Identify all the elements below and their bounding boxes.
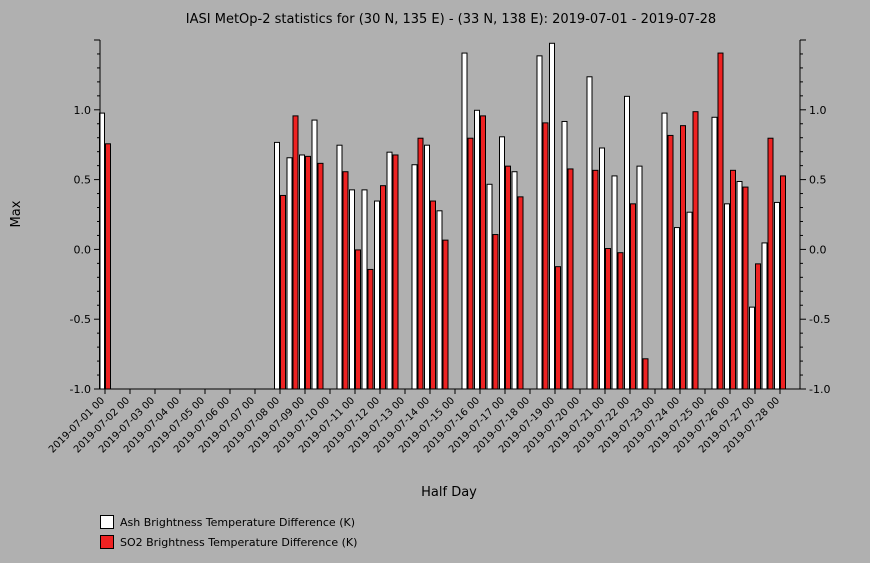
bar-so2-15	[292, 115, 299, 390]
bar-so2-30	[480, 115, 486, 390]
y-tick-label-left: -1.0	[70, 383, 91, 396]
bar-so2-43	[642, 358, 649, 390]
bar-so2-36	[555, 266, 561, 390]
bar-so2-45	[667, 134, 674, 390]
bar-ash-27	[436, 210, 443, 390]
bar-so2-0	[105, 143, 111, 390]
y-tick-label-right: 0.0	[809, 243, 827, 256]
y-axis-label: Max	[9, 200, 24, 227]
bar-ash-47	[686, 211, 693, 390]
bar-ash-45	[661, 112, 668, 390]
bar-ash-21	[361, 189, 368, 390]
bar-so2-47	[692, 111, 699, 390]
bar-ash-29	[461, 52, 468, 390]
y-ticks-left: 1.0 0.5 0.0 -0.5 -1.0	[70, 39, 100, 396]
bar-so2-29	[467, 137, 474, 390]
bar-so2-22	[380, 185, 386, 390]
bar-ash-36	[549, 42, 555, 390]
y-tick-label-left: 0.5	[74, 174, 92, 187]
bar-so2-41	[617, 252, 624, 390]
legend-item-ash: Ash Brightness Temperature Difference (K…	[100, 512, 357, 532]
bar-so2-21	[367, 268, 374, 390]
legend-item-so2: SO2 Brightness Temperature Difference (K…	[100, 532, 357, 552]
bar-so2-31	[492, 234, 499, 390]
legend: Ash Brightness Temperature Difference (K…	[100, 512, 357, 552]
bar-ash-46	[674, 227, 680, 390]
bar-so2-32	[505, 165, 511, 390]
bar-ash-49	[711, 116, 718, 390]
bar-ash-22	[374, 200, 380, 390]
bar-so2-49	[717, 52, 724, 390]
bar-ash-30	[474, 109, 480, 390]
bar-ash-32	[499, 136, 505, 390]
bar-so2-51	[742, 186, 749, 390]
bar-so2-27	[442, 239, 449, 390]
bar-so2-54	[780, 175, 786, 390]
bar-so2-37	[567, 168, 574, 390]
bar-ash-41	[611, 175, 618, 390]
bar-so2-53	[767, 137, 774, 390]
bar-so2-25	[417, 137, 424, 390]
bar-so2-16	[305, 155, 311, 390]
legend-swatch-so2	[100, 535, 114, 549]
bar-ash-16	[299, 154, 305, 390]
bar-so2-23	[392, 154, 399, 390]
bar-ash-19	[336, 144, 343, 390]
x-axis-label: Half Day	[421, 485, 477, 500]
bar-ash-53	[761, 242, 768, 390]
bar-so2-20	[355, 249, 361, 390]
bar-so2-50	[730, 169, 736, 390]
legend-swatch-ash	[100, 515, 114, 529]
bar-ash-39	[586, 76, 593, 390]
chart-title: IASI MetOp-2 statistics for (30 N, 135 E…	[186, 12, 716, 27]
bar-ash-52	[749, 306, 755, 390]
y-tick-label-left: 1.0	[74, 104, 92, 117]
bar-ash-14	[274, 141, 280, 390]
bar-ash-54	[774, 201, 780, 390]
bar-so2-14	[280, 194, 286, 390]
bar-ash-23	[386, 151, 393, 390]
y-ticks-right: 1.0 0.5 0.0 -0.5 -1.0	[800, 39, 830, 396]
y-tick-label-right: 0.5	[809, 174, 827, 187]
bar-ash-42	[624, 95, 630, 390]
bar-so2-26	[430, 200, 436, 390]
legend-label-so2: SO2 Brightness Temperature Difference (K…	[120, 535, 358, 549]
bar-ash-20	[349, 189, 355, 390]
y-tick-label-left: -0.5	[70, 313, 91, 326]
bar-ash-43	[636, 165, 643, 390]
bar-so2-39	[592, 169, 599, 390]
bar-so2-46	[680, 125, 686, 390]
bar-so2-35	[542, 122, 549, 390]
bar-ash-51	[736, 180, 743, 390]
bar-so2-17	[317, 162, 324, 390]
bar-so2-33	[517, 196, 524, 390]
bar-so2-19	[342, 171, 349, 390]
bar-ash-33	[511, 171, 518, 390]
legend-label-ash: Ash Brightness Temperature Difference (K…	[120, 515, 355, 529]
bar-so2-40	[605, 248, 611, 390]
bar-ash-40	[599, 147, 605, 390]
bars	[99, 42, 786, 390]
bar-ash-15	[286, 157, 293, 390]
bar-ash-37	[561, 120, 568, 390]
bar-ash-31	[486, 183, 493, 390]
bar-ash-50	[724, 203, 730, 390]
bar-so2-52	[755, 263, 761, 390]
bar-so2-42	[630, 203, 636, 390]
axes	[99, 40, 801, 390]
bar-ash-25	[411, 164, 418, 390]
bar-ash-17	[311, 119, 318, 390]
bar-ash-26	[424, 144, 430, 390]
y-tick-label-right: -0.5	[809, 313, 830, 326]
y-tick-label-right: 1.0	[809, 104, 827, 117]
y-tick-label-right: -1.0	[809, 383, 830, 396]
y-tick-label-left: 0.0	[74, 243, 92, 256]
bar-ash-35	[536, 55, 543, 390]
